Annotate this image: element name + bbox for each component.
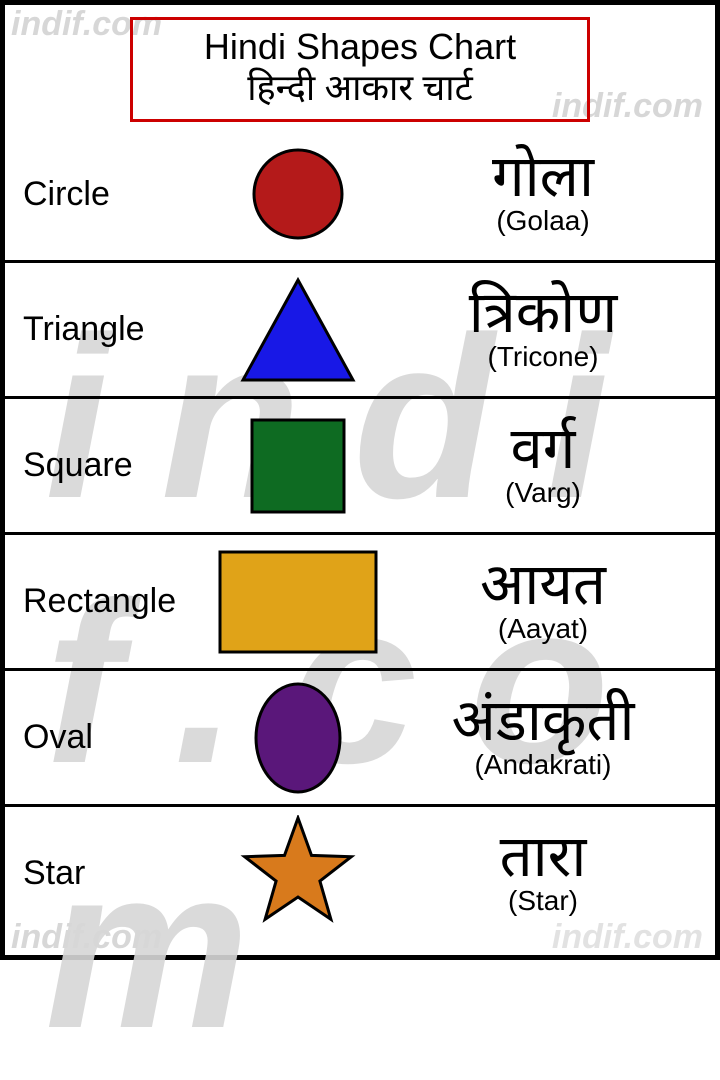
oval-icon: [213, 681, 383, 795]
shape-row: Square वर्ग(Varg): [5, 396, 715, 532]
title-english: Hindi Shapes Chart: [141, 26, 579, 68]
shape-label-hindi: गोला: [383, 153, 703, 211]
shape-label-phonetic: (Varg): [383, 479, 703, 507]
circle-icon: [213, 147, 383, 241]
shape-label-hindi: वर्ग: [383, 425, 703, 483]
shape-label-hindi-cell: तारा(Star): [383, 833, 703, 915]
shape-label-hindi-cell: गोला(Golaa): [383, 153, 703, 235]
title-box: Hindi Shapes Chart हिन्दी आकार चार्ट: [130, 17, 590, 122]
shape-label-hindi: तारा: [383, 833, 703, 891]
shape-row: Triangle त्रिकोण(Tricone): [5, 260, 715, 396]
rectangle-icon: [213, 549, 383, 655]
shape-label-phonetic: (Star): [383, 887, 703, 915]
triangle-icon: [213, 277, 383, 383]
shape-label-phonetic: (Andakrati): [383, 751, 703, 779]
shape-label-hindi: अंडाकृती: [383, 697, 703, 755]
shape-row: Star तारा(Star): [5, 804, 715, 940]
shape-label-english: Rectangle: [23, 582, 213, 621]
shape-label-phonetic: (Tricone): [383, 343, 703, 371]
shape-label-hindi: आयत: [383, 561, 703, 619]
shape-label-hindi-cell: अंडाकृती(Andakrati): [383, 697, 703, 779]
title-hindi: हिन्दी आकार चार्ट: [141, 68, 579, 115]
shape-rows: Circle गोला(Golaa) Triangle त्रिकोण(Tricone…: [5, 128, 715, 940]
shape-label-english: Star: [23, 854, 213, 893]
shape-label-hindi: त्रिकोण: [383, 289, 703, 347]
shape-row: Circle गोला(Golaa): [5, 128, 715, 260]
shape-label-phonetic: (Golaa): [383, 207, 703, 235]
square-icon: [213, 417, 383, 515]
shape-label-hindi-cell: त्रिकोण(Tricone): [383, 289, 703, 371]
star-icon: [213, 815, 383, 933]
shape-label-hindi-cell: आयत(Aayat): [383, 561, 703, 643]
shape-label-english: Oval: [23, 718, 213, 757]
shape-label-hindi-cell: वर्ग(Varg): [383, 425, 703, 507]
shape-label-english: Triangle: [23, 310, 213, 349]
shape-label-english: Square: [23, 446, 213, 485]
shape-row: Oval अंडाकृती(Andakrati): [5, 668, 715, 804]
shape-row: Rectangle आयत(Aayat): [5, 532, 715, 668]
shape-label-phonetic: (Aayat): [383, 615, 703, 643]
chart-container: indif.com indif.com i n d i f . c o m in…: [0, 0, 720, 960]
shape-label-english: Circle: [23, 175, 213, 214]
